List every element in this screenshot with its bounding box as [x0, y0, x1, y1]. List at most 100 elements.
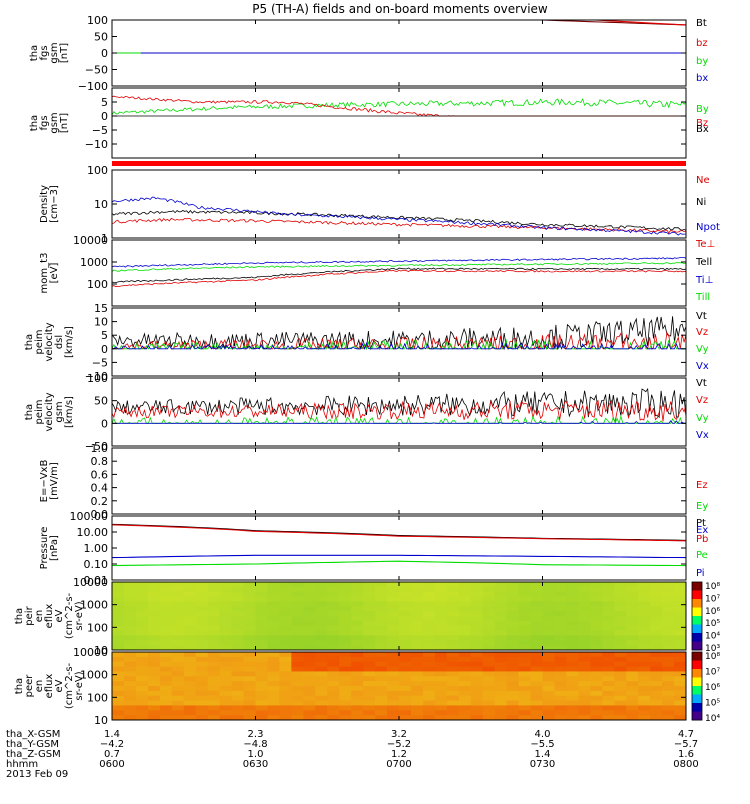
- spectrogram-cell: [243, 630, 257, 637]
- spectrogram-cell: [566, 630, 579, 637]
- spectrogram-cell: [195, 661, 209, 668]
- spectrogram-cell: [482, 601, 496, 607]
- spectrogram-cell: [626, 710, 639, 716]
- y-axis-label: peir: [24, 605, 35, 625]
- y-axis-label: fgs: [39, 115, 50, 130]
- spectrogram-cell: [279, 611, 292, 617]
- spectrogram-cell: [410, 681, 424, 687]
- spectrogram-cell: [554, 582, 568, 588]
- spectrogram-cell: [530, 652, 544, 658]
- y-axis-label: en: [34, 680, 45, 693]
- y-tick-label: 0.0: [91, 508, 109, 521]
- spectrogram-cell: [183, 620, 197, 627]
- spectrogram-cell: [183, 606, 197, 612]
- spectrogram-cell: [458, 676, 472, 682]
- spectrogram-cell: [578, 671, 591, 677]
- y-axis-label: fgs: [39, 45, 50, 60]
- spectrogram-cell: [267, 625, 281, 632]
- spectrogram-cell: [530, 681, 544, 687]
- spectrogram-cell: [434, 671, 448, 677]
- spectrogram-cell: [267, 611, 281, 617]
- y-tick-label: 1: [101, 232, 108, 245]
- spectrogram-cell: [243, 695, 257, 702]
- x-tick-label: 0630: [243, 759, 268, 770]
- spectrogram-cell: [446, 666, 460, 673]
- y-axis-label: peim: [34, 329, 45, 354]
- spectrogram-cell: [339, 616, 352, 622]
- spectrogram-cell: [542, 710, 556, 716]
- spectrogram-cell: [518, 695, 532, 702]
- spectrogram-cell: [171, 582, 185, 588]
- spectrogram-cell: [494, 690, 508, 697]
- spectrogram-cell: [530, 690, 544, 697]
- spectrogram-cell: [147, 625, 161, 632]
- y-tick-label: 100: [87, 372, 108, 385]
- spectrogram-cell: [351, 601, 364, 607]
- spectrogram-cell: [327, 676, 340, 682]
- colorbar-label: 10⁶: [705, 607, 720, 617]
- spectrogram-cell: [147, 695, 161, 702]
- spectrogram-cell: [470, 616, 484, 622]
- spectrogram-cell: [662, 710, 675, 716]
- spectrogram-cell: [494, 695, 508, 702]
- colorbar-label: 10⁷: [705, 668, 720, 678]
- spectrogram-cell: [159, 652, 173, 658]
- spectrogram-cell: [147, 586, 161, 593]
- spectrogram-cell: [159, 705, 173, 711]
- spectrogram-cell: [387, 596, 400, 603]
- spectrogram-cell: [578, 661, 591, 668]
- spectrogram-cell: [135, 666, 149, 673]
- spectrogram-cell: [506, 700, 520, 707]
- spectrogram-cell: [506, 652, 520, 658]
- spectrogram-cell: [147, 630, 161, 637]
- spectrogram-cell: [327, 690, 340, 697]
- spectrogram-cell: [530, 620, 544, 627]
- spectrogram-cell: [434, 645, 448, 650]
- spectrogram-cell: [650, 596, 663, 603]
- spectrogram-cell: [662, 611, 675, 617]
- spectrogram-cell: [446, 596, 460, 603]
- spectrogram-cell: [458, 630, 472, 637]
- spectrogram-cell: [482, 640, 496, 646]
- spectrogram-cell: [578, 582, 591, 588]
- spectrogram-cell: [351, 681, 364, 687]
- spectrogram-cell: [279, 620, 292, 627]
- spectrogram: [112, 652, 686, 720]
- spectrogram-cell: [123, 620, 137, 627]
- spectrogram-cell: [482, 611, 496, 617]
- spectrogram-cell: [195, 586, 209, 593]
- spectrogram-cell: [315, 625, 328, 632]
- spectrogram-cell: [171, 710, 185, 716]
- spectrogram-cell: [363, 645, 376, 650]
- spectrogram-cell: [674, 666, 686, 673]
- spectrogram-cell: [375, 645, 388, 650]
- y-tick-label: 0: [101, 47, 108, 60]
- spectrogram-cell: [518, 686, 532, 692]
- spectrogram-cell: [291, 630, 304, 637]
- spectrogram-cell: [506, 611, 520, 617]
- spectrogram-cell: [626, 611, 639, 617]
- spectrogram-cell: [303, 640, 316, 646]
- spectrogram-cell: [530, 661, 544, 668]
- spectrogram-cell: [195, 656, 209, 663]
- spectrogram-cell: [518, 700, 532, 707]
- spectrogram-cell: [602, 700, 615, 707]
- spectrogram-cell: [171, 661, 185, 668]
- legend-by: By: [696, 104, 709, 115]
- spectrogram-cell: [554, 676, 568, 682]
- spectrogram-cell: [267, 640, 281, 646]
- spectrogram-cell: [279, 705, 292, 711]
- spectrogram-cell: [231, 601, 245, 607]
- spectrogram-cell: [267, 681, 281, 687]
- spectrogram-cell: [554, 630, 568, 637]
- spectrogram-cell: [303, 715, 316, 720]
- legend-pi: Pi: [696, 568, 705, 579]
- spectrogram-cell: [291, 640, 304, 646]
- spectrogram-cell: [159, 671, 173, 677]
- y-tick-label: 1000: [80, 599, 108, 612]
- spectrogram-cell: [590, 616, 603, 622]
- spectrogram-cell: [506, 676, 520, 682]
- spectrogram-cell: [446, 586, 460, 593]
